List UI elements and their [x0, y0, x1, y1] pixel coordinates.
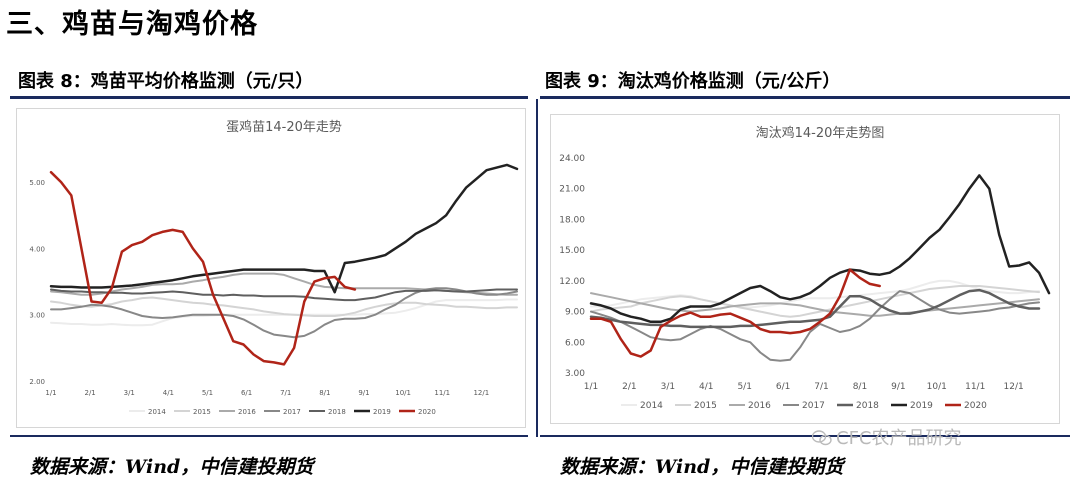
legend-label-2020: 2020 [418, 408, 436, 416]
y-tick-label: 24.00 [559, 154, 585, 164]
legend-label-2015: 2015 [694, 401, 717, 411]
figure-separator [536, 99, 538, 437]
series-line-2015 [50, 296, 518, 317]
section-title: 三、鸡苗与淘鸡价格 [6, 9, 258, 40]
series-line-2018 [50, 288, 518, 302]
series-line-2014 [50, 298, 518, 327]
legend-label-2016: 2016 [748, 401, 771, 411]
figure-9-top-rule [540, 96, 1070, 99]
x-tick-label: 10/1 [395, 389, 411, 397]
legend-label-2016: 2016 [238, 408, 256, 416]
y-tick-label: 3.00 [565, 369, 585, 379]
x-tick-label: 11/1 [965, 382, 985, 392]
x-tick-label: 6/1 [776, 382, 790, 392]
series-line-2020 [589, 268, 881, 358]
figure-9-source: 数据来源：Wind，中信建投期货 [560, 456, 844, 478]
series-line-2015 [590, 285, 1040, 318]
series-line-2019 [589, 174, 1051, 324]
chart-title: 蛋鸡苗14-20年走势 [226, 119, 342, 135]
legend-label-2019: 2019 [373, 408, 391, 416]
legend-label-2019: 2019 [910, 401, 933, 411]
x-tick-label: 4/1 [163, 389, 174, 397]
x-tick-label: 8/1 [853, 382, 867, 392]
figure-9-title: 图表 9：淘汰鸡价格监测（元/公斤） [545, 71, 841, 92]
x-tick-label: 9/1 [891, 382, 905, 392]
figure-8-source: 数据来源：Wind，中信建投期货 [30, 456, 314, 478]
chart-egg-chick: 蛋鸡苗14-20年走势 2.00 3.00 4.00 5.00 1/1 2/1 3/1 4/1 5… [16, 108, 526, 428]
chart-title: 淘汰鸡14-20年走势图 [756, 125, 885, 141]
figure-8-title: 图表 8：鸡苗平均价格监测（元/只） [18, 71, 314, 92]
legend-label-2017: 2017 [283, 408, 301, 416]
x-tick-label: 8/1 [319, 389, 330, 397]
legend-label-2020: 2020 [964, 401, 987, 411]
series-line-2016 [590, 292, 1040, 317]
x-tick-label: 3/1 [661, 382, 675, 392]
x-tick-label: 1/1 [584, 382, 598, 392]
x-tick-label: 10/1 [927, 382, 947, 392]
series-line-2019 [49, 163, 519, 294]
x-tick-label: 3/1 [124, 389, 135, 397]
wechat-icon [812, 430, 832, 446]
x-tick-label: 2/1 [622, 382, 636, 392]
series-line-2020 [49, 170, 357, 366]
series-line-2017 [50, 287, 518, 339]
x-tick-label: 6/1 [241, 389, 252, 397]
legend-label-2017: 2017 [802, 401, 825, 411]
x-tick-label: 9/1 [358, 389, 369, 397]
series-line-2018 [589, 288, 1041, 329]
x-tick-label: 1/1 [45, 389, 56, 397]
figure-8-top-rule [10, 96, 528, 99]
y-tick-label: 21.00 [559, 185, 585, 195]
x-tick-label: 2/1 [84, 389, 95, 397]
watermark: CFC农产品研究 [812, 424, 962, 450]
y-tick-label: 5.00 [29, 179, 45, 187]
chart-egg-chick-svg: 蛋鸡苗14-20年走势 2.00 3.00 4.00 5.00 1/1 2/1 3/1 4/1 5… [29, 119, 519, 416]
figure-9-bottom-rule [540, 435, 1070, 437]
y-tick-label: 6.00 [565, 338, 585, 348]
series-line-2017 [590, 290, 1040, 362]
legend-label-2015: 2015 [193, 408, 211, 416]
legend-label-2014: 2014 [640, 401, 663, 411]
y-tick-label: 15.00 [559, 246, 585, 256]
y-tick-label: 18.00 [559, 215, 585, 225]
legend-label-2018: 2018 [856, 401, 879, 411]
series-line-2014 [590, 279, 1040, 309]
x-tick-label: 5/1 [737, 382, 751, 392]
legend-label-2014: 2014 [148, 408, 166, 416]
watermark-text: CFC农产品研究 [836, 428, 962, 449]
x-tick-label: 7/1 [814, 382, 828, 392]
x-tick-label: 11/1 [434, 389, 450, 397]
x-tick-label: 5/1 [202, 389, 213, 397]
y-tick-label: 3.00 [29, 312, 45, 320]
y-tick-label: 12.00 [559, 277, 585, 287]
y-tick-label: 2.00 [29, 378, 45, 386]
x-tick-label: 4/1 [699, 382, 713, 392]
chart-culled-hen: 淘汰鸡14-20年走势图 3.00 6.00 9.00 12.00 15.00 18.00 2… [550, 114, 1060, 424]
x-tick-label: 12/1 [1004, 382, 1024, 392]
y-tick-label: 9.00 [565, 308, 585, 318]
x-tick-label: 12/1 [473, 389, 489, 397]
x-tick-label: 7/1 [280, 389, 291, 397]
figure-8-bottom-rule [10, 435, 528, 437]
y-tick-label: 4.00 [29, 245, 45, 253]
chart-culled-hen-svg: 淘汰鸡14-20年走势图 3.00 6.00 9.00 12.00 15.00 18.00 2… [559, 125, 1051, 411]
legend-label-2018: 2018 [328, 408, 346, 416]
